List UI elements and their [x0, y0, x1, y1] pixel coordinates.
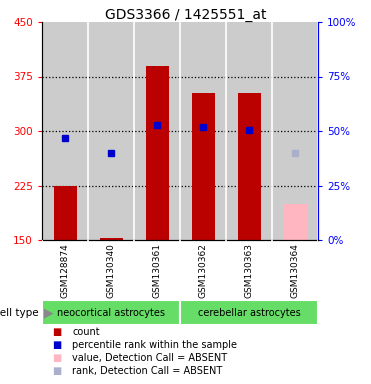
Text: GDS3366 / 1425551_at: GDS3366 / 1425551_at: [105, 8, 266, 22]
Text: rank, Detection Call = ABSENT: rank, Detection Call = ABSENT: [72, 366, 223, 376]
Text: GSM130364: GSM130364: [290, 243, 299, 298]
Text: GSM130361: GSM130361: [152, 243, 161, 298]
Bar: [53, 185, 76, 240]
Text: GSM130363: GSM130363: [244, 243, 253, 298]
Bar: [145, 66, 168, 240]
Text: ▶: ▶: [44, 306, 53, 319]
Bar: [191, 93, 214, 240]
Bar: [237, 93, 260, 240]
Text: ■: ■: [52, 340, 61, 350]
Text: ■: ■: [52, 366, 61, 376]
Text: GSM128874: GSM128874: [60, 243, 69, 298]
Bar: [283, 204, 306, 240]
Bar: [180, 300, 318, 325]
Text: cerebellar astrocytes: cerebellar astrocytes: [198, 308, 301, 318]
Bar: [99, 238, 122, 240]
Text: ■: ■: [52, 353, 61, 363]
Text: ■: ■: [52, 327, 61, 337]
Text: neocortical astrocytes: neocortical astrocytes: [57, 308, 165, 318]
Bar: [42, 300, 180, 325]
Text: value, Detection Call = ABSENT: value, Detection Call = ABSENT: [72, 353, 227, 363]
Text: cell type: cell type: [0, 308, 38, 318]
Text: count: count: [72, 327, 100, 337]
Text: GSM130340: GSM130340: [106, 243, 115, 298]
Text: GSM130362: GSM130362: [198, 243, 207, 298]
Text: percentile rank within the sample: percentile rank within the sample: [72, 340, 237, 350]
